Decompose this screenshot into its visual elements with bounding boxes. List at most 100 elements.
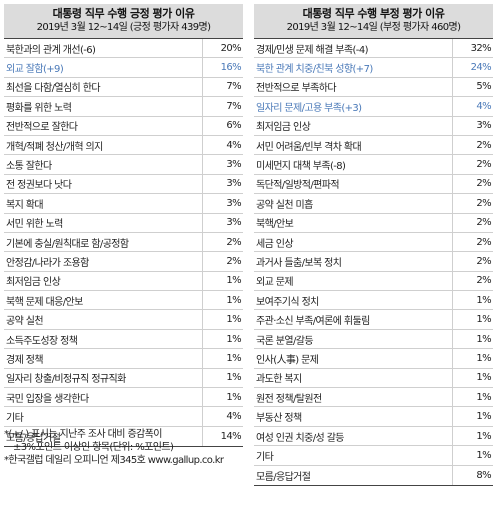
table-row: 기타 1% — [254, 446, 493, 466]
reason-label: 독단적/일방적/편파적 — [256, 180, 340, 192]
reason-label: 기본에 충실/원칙대로 함/공정함 — [6, 238, 129, 250]
reason-label: 전반적으로 부족하다 — [256, 83, 337, 95]
reason-percent: 1% — [452, 291, 493, 310]
reason-percent: 2% — [452, 232, 493, 252]
footnotes: *(+/-) 표시는 지난주 조사 대비 증감폭이 ±3%포인트 이상인 항목(… — [4, 428, 249, 467]
table-row: 최선을 다함/열심히 한다 7% — [4, 77, 243, 98]
reason-label: 기타 — [256, 451, 274, 463]
reason-percent: 2% — [452, 135, 493, 155]
reason-label: 여성 인권 치중/성 갈등 — [256, 432, 345, 444]
negative-subtitle: 2019년 3월 12~14일 (부정 평가자 460명) — [286, 22, 461, 33]
reason-percent: 2% — [452, 213, 493, 232]
table-row: 외교 잘함(+9) 16% — [4, 58, 243, 78]
table-row: 평화를 위한 노력 7% — [4, 97, 243, 117]
reason-label: 주관·소신 부족/여론에 휘둘림 — [256, 316, 370, 328]
reason-label: 북한과의 관계 개선(-6) — [6, 44, 96, 56]
reason-label: 서민 위한 노력 — [6, 219, 63, 231]
reason-percent: 1% — [452, 407, 493, 426]
reason-label: 전 정권보다 낫다 — [6, 180, 72, 192]
table-row: 부동산 정책 1% — [254, 407, 493, 427]
reason-percent: 16% — [202, 58, 243, 77]
negative-title: 대통령 직무 수행 부정 평가 이유 — [302, 7, 445, 20]
table-row: 여성 인권 치중/성 갈등 1% — [254, 426, 493, 447]
table-row: 일자리 문제/고용 부족(+3) 4% — [254, 97, 493, 117]
table-row: 안정감/나라가 조용함 2% — [4, 252, 243, 272]
reason-label: 소득주도성장 정책 — [6, 335, 78, 347]
reason-percent: 1% — [202, 388, 243, 407]
negative-header: 대통령 직무 수행 부정 평가 이유 2019년 3월 12~14일 (부정 평… — [254, 4, 493, 38]
table-row: 소득주도성장 정책 1% — [4, 329, 243, 350]
reason-label: 외교 문제 — [256, 277, 294, 289]
table-row: 전 정권보다 낫다 3% — [4, 174, 243, 195]
reason-label: 북핵 문제 대응/안보 — [6, 296, 83, 308]
table-row: 서민 어려움/빈부 격차 확대 2% — [254, 135, 493, 156]
reason-percent: 4% — [452, 97, 493, 116]
reason-percent: 1% — [202, 271, 243, 291]
table-row: 미세먼지 대책 부족(-8) 2% — [254, 155, 493, 175]
table-row: 주관·소신 부족/여론에 휘둘림 1% — [254, 310, 493, 330]
table-row: 북한 관계 치중/친북 성향(+7) 24% — [254, 58, 493, 78]
table-row: 북핵/안보 2% — [254, 213, 493, 233]
reason-percent: 2% — [452, 252, 493, 271]
reason-percent: 1% — [452, 446, 493, 465]
reason-label: 복지 확대 — [6, 199, 44, 211]
reason-label: 과도한 복지 — [256, 374, 302, 386]
reason-percent: 2% — [452, 271, 493, 291]
reason-label: 미세먼지 대책 부족(-8) — [256, 161, 346, 173]
reason-label: 외교 잘함(+9) — [6, 64, 64, 76]
reason-label: 북한 관계 치중/친북 성향(+7) — [256, 64, 373, 76]
table-row: 공약 실천 1% — [4, 310, 243, 330]
reason-label: 모름/응답거절 — [256, 471, 311, 483]
reason-percent: 1% — [452, 349, 493, 368]
negative-reasons-panel: 대통령 직무 수행 부정 평가 이유 2019년 3월 12~14일 (부정 평… — [254, 4, 493, 486]
table-row: 원전 정책/탈원전 1% — [254, 388, 493, 408]
reason-label: 서민 어려움/빈부 격차 확대 — [256, 141, 362, 153]
table-row: 전반적으로 잘한다 6% — [4, 116, 243, 136]
reason-label: 최저임금 인상 — [6, 277, 61, 289]
reason-percent: 1% — [202, 368, 243, 388]
reason-label: 공약 실천 미흡 — [256, 199, 313, 211]
reason-label: 국민 입장을 생각한다 — [6, 393, 89, 405]
positive-reasons-table: 북한과의 관계 개선(-6) 20% 외교 잘함(+9) 16% 최선을 다함/열심히 … — [4, 38, 243, 448]
footnote-change-legend: *(+/-) 표시는 지난주 조사 대비 증감폭이 — [4, 429, 162, 440]
reason-label: 공약 실천 — [6, 316, 44, 328]
reason-percent: 1% — [452, 388, 493, 407]
reason-label: 개혁/적폐 청산/개혁 의지 — [6, 141, 103, 153]
reason-percent: 5% — [452, 77, 493, 97]
table-row: 최저임금 인상 3% — [254, 116, 493, 136]
table-row: 전반적으로 부족하다 5% — [254, 77, 493, 98]
reason-label: 일자리 창출/비정규직 정규직화 — [6, 374, 126, 386]
reason-percent: 6% — [202, 116, 243, 135]
reason-percent: 4% — [202, 407, 243, 426]
table-row: 북핵 문제 대응/안보 1% — [4, 291, 243, 311]
table-row: 서민 위한 노력 3% — [4, 213, 243, 233]
table-row: 경제 정책 1% — [4, 349, 243, 369]
reason-percent: 1% — [452, 426, 493, 446]
footnote-change-unit: ±3%포인트 이상인 항목(단위: %포인트) — [13, 442, 174, 453]
table-row: 기본에 충실/원칙대로 함/공정함 2% — [4, 232, 243, 253]
footnote-source: *한국갤럽 데일리 오피니언 제345호 www.gallup.co.kr — [4, 455, 224, 466]
reason-label: 부동산 정책 — [256, 413, 302, 425]
reason-percent: 3% — [452, 116, 493, 135]
table-row: 북한과의 관계 개선(-6) 20% — [4, 39, 243, 59]
reason-label: 평화를 위한 노력 — [6, 102, 72, 114]
table-row: 국민 입장을 생각한다 1% — [4, 388, 243, 408]
positive-title: 대통령 직무 수행 긍정 평가 이유 — [52, 7, 195, 20]
reason-percent: 3% — [202, 194, 243, 213]
reason-label: 최선을 다함/열심히 한다 — [6, 83, 101, 95]
reason-label: 경제/민생 문제 해결 부족(-4) — [256, 44, 368, 56]
table-row: 과거사 들춤/보복 정치 2% — [254, 252, 493, 272]
reason-label: 안정감/나라가 조용함 — [6, 257, 89, 269]
table-row: 모름/응답거절 14% — [4, 426, 243, 447]
reason-percent: 1% — [452, 368, 493, 388]
table-row: 일자리 창출/비정규직 정규직화 1% — [4, 368, 243, 389]
reason-label: 소통 잘한다 — [6, 161, 52, 173]
reason-percent: 1% — [452, 310, 493, 329]
reason-percent: 20% — [202, 39, 243, 58]
reason-label: 모름/응답거절 — [6, 433, 61, 444]
table-row: 복지 확대 3% — [4, 194, 243, 214]
table-row: 최저임금 인상 1% — [4, 271, 243, 292]
table-row: 보여주기식 정치 1% — [254, 291, 493, 311]
reason-percent: 7% — [202, 97, 243, 116]
reason-percent: 1% — [202, 291, 243, 310]
